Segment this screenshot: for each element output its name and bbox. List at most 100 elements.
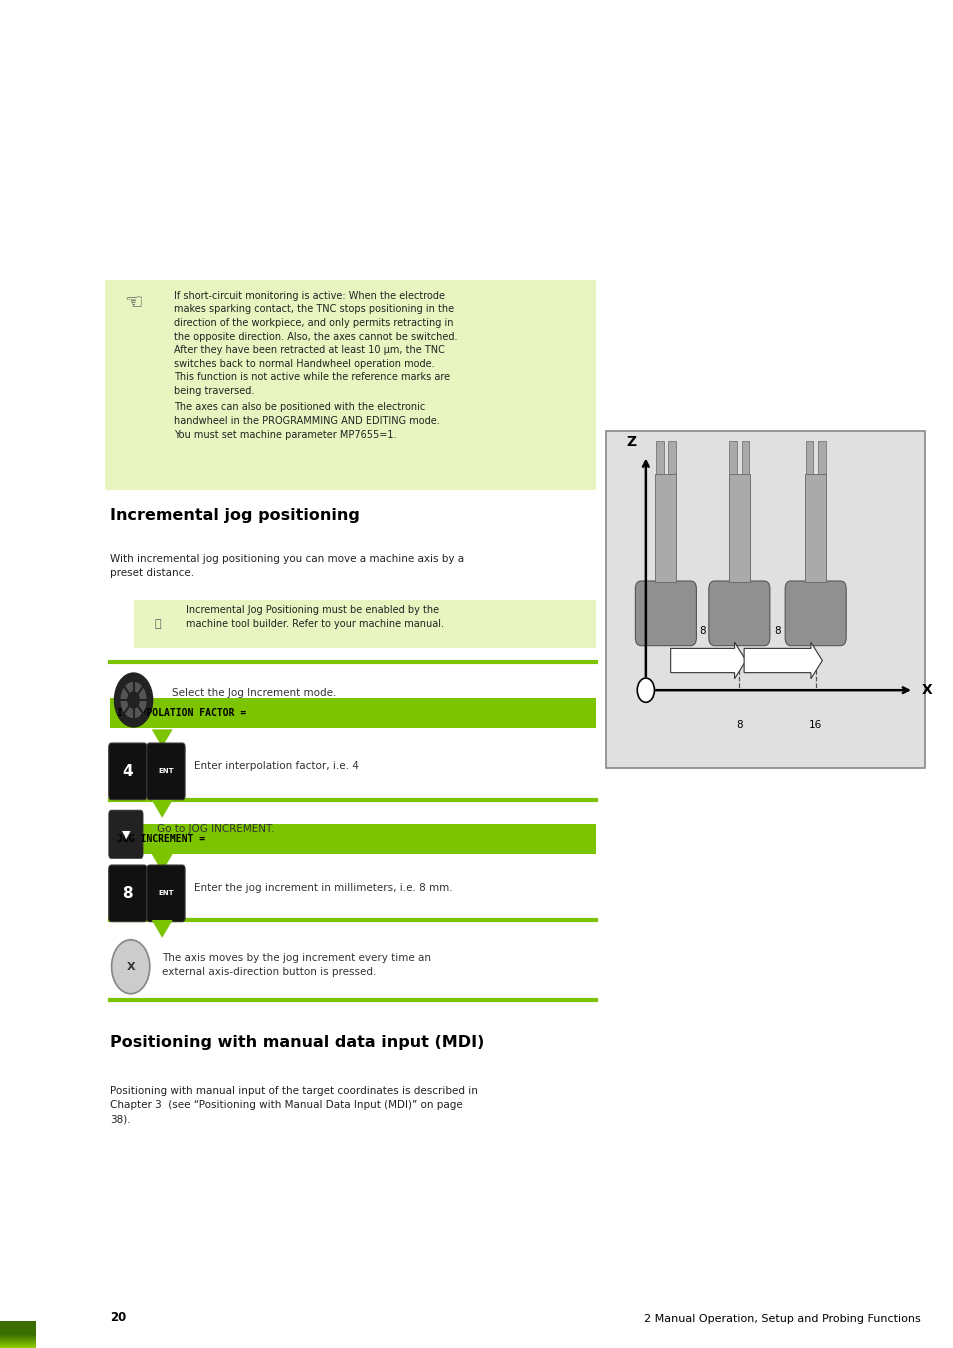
Text: 2 Manual Operation, Setup and Probing Functions: 2 Manual Operation, Setup and Probing Fu… (643, 1314, 920, 1324)
FancyBboxPatch shape (0, 1321, 36, 1335)
FancyBboxPatch shape (0, 1330, 36, 1344)
FancyBboxPatch shape (0, 1332, 36, 1345)
FancyBboxPatch shape (0, 1332, 36, 1345)
FancyBboxPatch shape (605, 431, 924, 768)
FancyBboxPatch shape (728, 474, 749, 582)
FancyBboxPatch shape (109, 810, 143, 859)
Text: If short-circuit monitoring is active: When the electrode
makes sparking contact: If short-circuit monitoring is active: W… (173, 291, 456, 396)
Text: 8: 8 (774, 627, 780, 636)
FancyBboxPatch shape (0, 1328, 36, 1341)
FancyBboxPatch shape (0, 1333, 36, 1347)
FancyBboxPatch shape (0, 1329, 36, 1343)
FancyBboxPatch shape (741, 441, 748, 474)
FancyBboxPatch shape (0, 1326, 36, 1340)
FancyBboxPatch shape (0, 1324, 36, 1337)
Text: INTERPOLATION FACTOR =: INTERPOLATION FACTOR = (117, 708, 246, 718)
FancyBboxPatch shape (708, 581, 769, 646)
FancyBboxPatch shape (804, 474, 825, 582)
FancyBboxPatch shape (0, 1324, 36, 1337)
FancyBboxPatch shape (0, 1322, 36, 1336)
FancyBboxPatch shape (0, 1335, 36, 1348)
Text: Enter interpolation factor, i.e. 4: Enter interpolation factor, i.e. 4 (193, 762, 358, 771)
FancyBboxPatch shape (0, 1324, 36, 1337)
FancyBboxPatch shape (0, 1332, 36, 1345)
FancyBboxPatch shape (0, 1333, 36, 1347)
FancyBboxPatch shape (0, 1329, 36, 1343)
FancyBboxPatch shape (655, 441, 663, 474)
Text: Select the Jog Increment mode.: Select the Jog Increment mode. (172, 689, 335, 698)
Circle shape (114, 673, 152, 727)
Polygon shape (152, 855, 172, 872)
FancyBboxPatch shape (0, 1329, 36, 1343)
Text: The axis moves by the jog increment every time an
external axis-direction button: The axis moves by the jog increment ever… (162, 953, 431, 977)
FancyBboxPatch shape (0, 1326, 36, 1340)
FancyBboxPatch shape (0, 1328, 36, 1341)
FancyBboxPatch shape (0, 1329, 36, 1343)
FancyArrow shape (670, 643, 745, 678)
FancyBboxPatch shape (0, 1328, 36, 1341)
FancyBboxPatch shape (0, 1326, 36, 1340)
Text: ENT: ENT (158, 890, 173, 896)
FancyBboxPatch shape (0, 1324, 36, 1337)
FancyBboxPatch shape (0, 1326, 36, 1340)
Text: ▼: ▼ (122, 829, 130, 840)
FancyBboxPatch shape (0, 1328, 36, 1341)
Text: Positioning with manual input of the target coordinates is described in
Chapter : Positioning with manual input of the tar… (110, 1086, 477, 1124)
FancyBboxPatch shape (0, 1332, 36, 1345)
FancyArrow shape (743, 643, 821, 678)
FancyBboxPatch shape (0, 1322, 36, 1336)
FancyBboxPatch shape (0, 1330, 36, 1344)
Text: The axes can also be positioned with the electronic
handwheel in the PROGRAMMING: The axes can also be positioned with the… (173, 403, 439, 439)
FancyBboxPatch shape (0, 1322, 36, 1336)
FancyBboxPatch shape (0, 1328, 36, 1341)
Text: Incremental Jog Positioning must be enabled by the
machine tool builder. Refer t: Incremental Jog Positioning must be enab… (186, 605, 443, 630)
FancyBboxPatch shape (0, 1329, 36, 1343)
Polygon shape (152, 729, 172, 747)
FancyBboxPatch shape (0, 1324, 36, 1337)
FancyBboxPatch shape (804, 441, 812, 474)
FancyBboxPatch shape (0, 1325, 36, 1339)
FancyBboxPatch shape (0, 1324, 36, 1337)
FancyBboxPatch shape (0, 1328, 36, 1341)
FancyBboxPatch shape (0, 1325, 36, 1339)
FancyBboxPatch shape (0, 1328, 36, 1341)
FancyBboxPatch shape (0, 1321, 36, 1335)
FancyBboxPatch shape (0, 1322, 36, 1336)
FancyBboxPatch shape (0, 1329, 36, 1343)
FancyBboxPatch shape (0, 1322, 36, 1336)
FancyBboxPatch shape (110, 698, 596, 728)
FancyBboxPatch shape (0, 1333, 36, 1347)
Text: 4: 4 (122, 764, 133, 779)
FancyBboxPatch shape (0, 1324, 36, 1337)
Text: Go to JOG INCREMENT.: Go to JOG INCREMENT. (157, 824, 274, 834)
Polygon shape (152, 799, 172, 818)
FancyBboxPatch shape (0, 1333, 36, 1347)
FancyBboxPatch shape (147, 743, 185, 799)
Text: ENT: ENT (158, 768, 173, 774)
Text: 16: 16 (808, 720, 821, 729)
Text: 8: 8 (122, 886, 133, 900)
FancyBboxPatch shape (0, 1329, 36, 1343)
FancyBboxPatch shape (0, 1325, 36, 1339)
FancyBboxPatch shape (0, 1330, 36, 1344)
FancyBboxPatch shape (0, 1321, 36, 1335)
FancyBboxPatch shape (0, 1322, 36, 1336)
Text: ⬜: ⬜ (154, 619, 160, 630)
FancyBboxPatch shape (0, 1335, 36, 1348)
FancyBboxPatch shape (784, 581, 845, 646)
FancyBboxPatch shape (0, 1326, 36, 1340)
FancyBboxPatch shape (0, 1332, 36, 1345)
Text: Incremental jog positioning: Incremental jog positioning (110, 508, 359, 523)
Text: X: X (126, 961, 135, 972)
FancyBboxPatch shape (0, 1332, 36, 1345)
FancyBboxPatch shape (0, 1332, 36, 1345)
FancyBboxPatch shape (0, 1325, 36, 1339)
FancyBboxPatch shape (0, 1326, 36, 1340)
FancyBboxPatch shape (0, 1329, 36, 1343)
FancyBboxPatch shape (0, 1330, 36, 1344)
Text: ☜: ☜ (124, 294, 143, 314)
FancyBboxPatch shape (0, 1326, 36, 1340)
FancyBboxPatch shape (0, 1333, 36, 1347)
FancyBboxPatch shape (0, 1333, 36, 1347)
FancyBboxPatch shape (0, 1326, 36, 1340)
